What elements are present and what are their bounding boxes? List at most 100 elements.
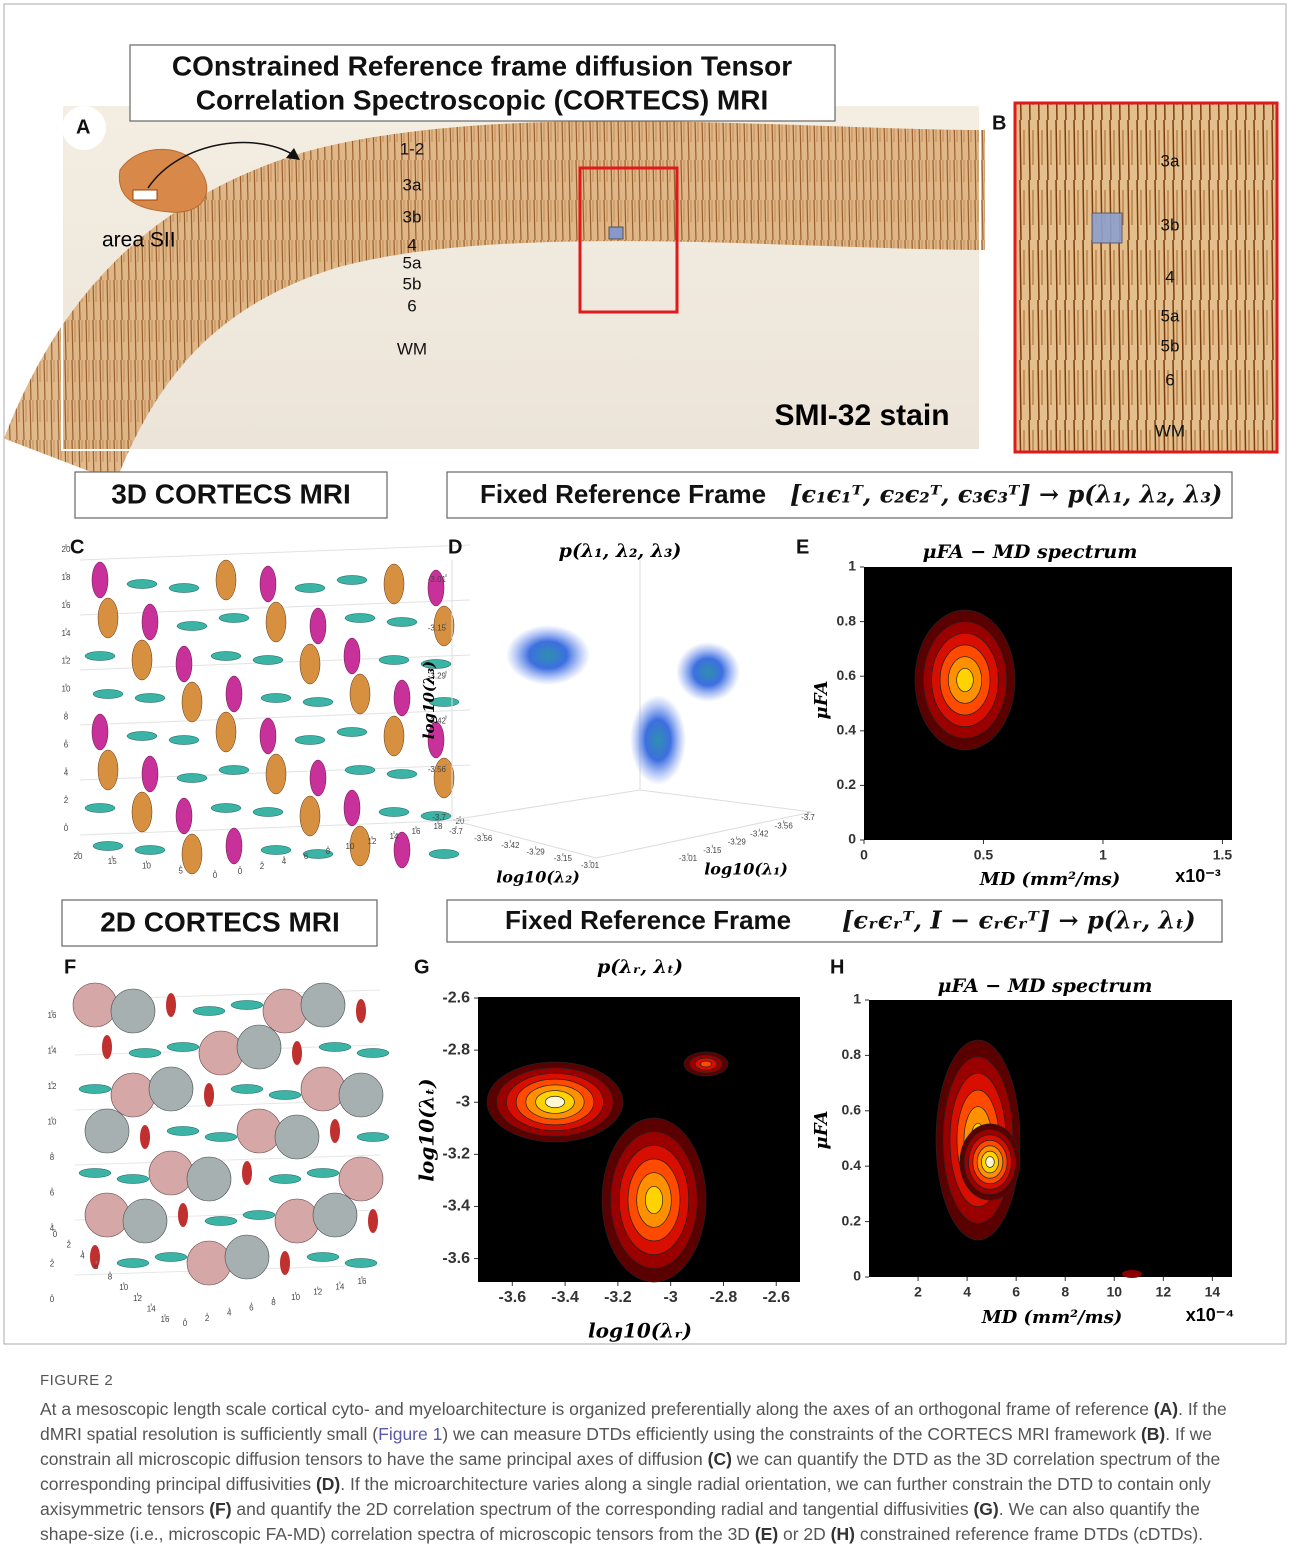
panel-label: C [70,536,84,558]
tensor [176,798,192,834]
text: At a mesoscopic length scale cortical cy… [40,1399,1154,1419]
tensor [339,1157,383,1201]
grid-line [75,1155,380,1165]
layer-label: 4 [1165,267,1174,286]
text: and quantify the 2D correlation spectrum… [232,1499,974,1519]
y-tick-label: 0.2 [842,1212,862,1228]
tensor [127,580,157,589]
x-tick-label: 6 [1012,1284,1020,1300]
axis-label: log10(λᵣ) [588,1319,692,1343]
tensor [142,756,158,792]
axis-scale: x10⁻³ [1175,866,1221,886]
tensor [269,1175,301,1184]
tensor [330,1119,340,1143]
tensor [193,1007,225,1016]
grid-line [80,710,470,725]
tensor [182,682,202,722]
tensor [226,828,242,864]
tick-label: -3.15 [428,623,447,632]
tensor [127,732,157,741]
tensor [266,754,286,794]
text: constrained reference frame DTDs (cDTDs)… [855,1524,1203,1544]
tensor [237,1025,281,1069]
tensor [295,736,325,745]
layer-label: 5a [1161,306,1180,325]
layer-label: 3b [1161,215,1180,234]
tensor [140,1125,150,1149]
x-tick-label: -3.2 [604,1289,632,1306]
tensor [149,1067,193,1111]
tensor [216,712,236,752]
tensor [310,608,326,644]
tensor [123,1199,167,1243]
tensor [79,1085,111,1094]
tensor [301,983,345,1027]
tensor [253,808,283,817]
x-tick-label: -2.8 [710,1289,738,1306]
tensor [85,652,115,661]
tensor [237,1109,281,1153]
tensor [384,716,404,756]
tensor [350,674,370,714]
panel-label: G [414,956,430,978]
title-line: COnstrained Reference frame diffusion Te… [172,50,792,81]
tensor [167,1127,199,1136]
tensor [429,850,459,859]
tensor [300,644,320,684]
tensor [319,1043,351,1052]
tensor [387,770,417,779]
tick-label: -3.01 [428,575,447,584]
y-tick-label: 0 [848,831,856,847]
axis-label: log10(λ₁) [704,860,788,879]
tensor [98,750,118,790]
tensor [85,1109,129,1153]
tensor [169,736,199,745]
figure-link[interactable]: Figure 1 [378,1424,442,1444]
tensor [102,1035,112,1059]
tensor [182,834,202,874]
tensor [92,714,108,750]
tensor [303,698,333,707]
zoom-image [1015,103,1277,452]
heading: Fixed Reference Frame [480,479,766,509]
tensor [216,560,236,600]
tensor [345,614,375,623]
tensor [187,1241,231,1285]
tensor [111,989,155,1033]
tensor [356,999,366,1023]
y-tick-label: -3 [456,1093,470,1110]
tensor [211,804,241,813]
y-tick-label: 1 [853,991,861,1007]
figure-label: FIGURE 2 [40,1368,1255,1393]
panel-label: B [992,112,1006,134]
panel-label: D [448,536,462,558]
tensor [269,1091,301,1100]
axis-label: μFA [811,681,832,720]
tensor [387,618,417,627]
tensor [301,1067,345,1111]
box-edge [452,560,812,858]
tensor [368,1209,378,1233]
tensor [345,766,375,775]
tensor [177,622,207,631]
x-tick-label: 1 [1099,847,1107,863]
tensor [300,796,320,836]
tensor [337,576,367,585]
axis-label: log10(λₜ) [415,1078,439,1181]
heading: Fixed Reference Frame [505,905,791,935]
caption: FIGURE 2 At a mesoscopic length scale co… [40,1368,1255,1547]
layer-label: 1-2 [400,139,425,158]
tensor [169,584,199,593]
x-tick-label: 0 [860,847,868,863]
density-blob [676,642,740,702]
page: COnstrained Reference frame diffusion Te… [0,0,1290,1566]
x-tick-label: -3.4 [551,1289,579,1306]
tensor [132,792,152,832]
y-tick-label: 0.6 [842,1102,862,1118]
ref: (F) [209,1499,231,1519]
axis-label: μFA [811,1111,832,1150]
tensor [205,1133,237,1142]
region-label: area SII [102,229,176,252]
panel-label: F [64,956,76,978]
contour [1122,1270,1142,1278]
